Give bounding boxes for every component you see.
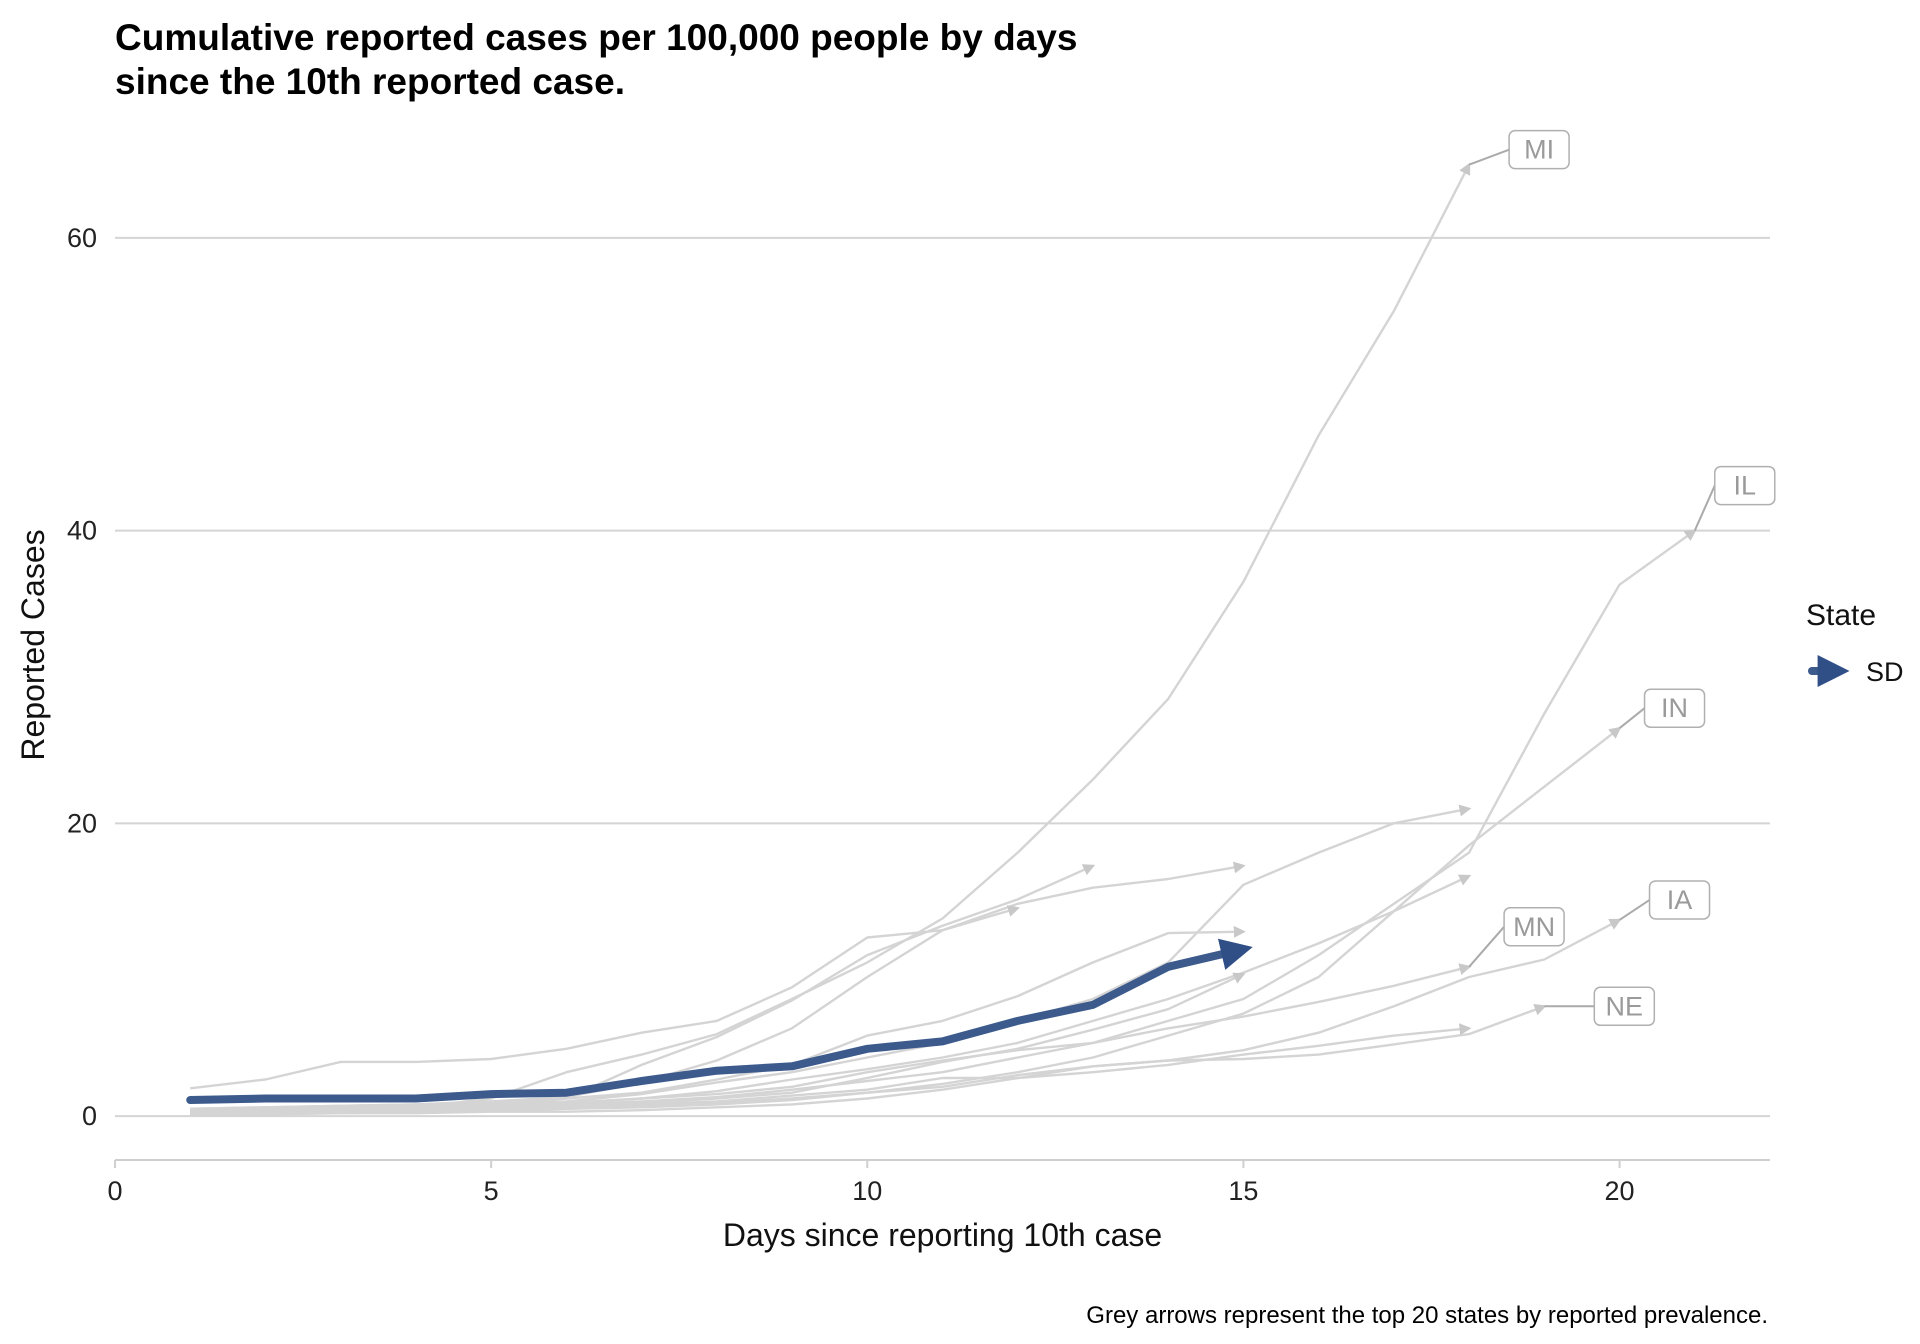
x-tick-label: 5 (484, 1176, 499, 1206)
state-label-in: IN (1661, 693, 1688, 723)
legend-title: State (1806, 599, 1876, 632)
x-tick-label: 15 (1228, 1176, 1258, 1206)
state-label-box (1714, 465, 1776, 506)
chart-caption: Grey arrows represent the top 20 states … (1086, 1302, 1768, 1329)
legend: State SD (1806, 599, 1904, 687)
series-line (190, 925, 1246, 1110)
series-line-mn (190, 963, 1472, 1113)
series-line (190, 864, 1096, 1112)
state-label-ne: NE (1606, 991, 1644, 1021)
series-line (190, 1023, 1472, 1116)
y-tick-label: 60 (67, 223, 97, 253)
label-leader (1693, 485, 1716, 531)
y-axis-title: Reported Cases (15, 529, 51, 760)
state-label-mi: MI (1524, 135, 1554, 165)
state-label-ia: IA (1667, 885, 1693, 915)
series-line (190, 861, 1246, 1090)
state-label-il: IL (1734, 471, 1757, 501)
label-leader (1468, 926, 1505, 968)
series-line-ne (190, 1004, 1547, 1116)
series-line (190, 804, 1472, 1112)
series-line-ia (190, 918, 1622, 1116)
state-label-box (1648, 880, 1711, 920)
series-line (190, 874, 1472, 1113)
x-tick-label: 10 (852, 1176, 882, 1206)
y-tick-label: 20 (67, 808, 97, 838)
state-label-box (1593, 986, 1656, 1027)
state-label-box (1508, 129, 1570, 170)
state-label-box (1643, 688, 1706, 728)
x-tick-label: 20 (1605, 1176, 1635, 1206)
axes: Days since reporting 10th case Reported … (15, 529, 1162, 1253)
state-labels: MI IL IN IA MN NE (1468, 129, 1776, 1027)
chart-title: Cumulative reported cases per 100,000 pe… (115, 17, 1078, 102)
label-leader (1468, 148, 1510, 166)
series-line-in (190, 726, 1622, 1116)
x-axis-title: Days since reporting 10th case (723, 1217, 1162, 1253)
label-leader (1618, 707, 1646, 729)
state-label-mn: MN (1513, 912, 1555, 942)
y-tick-label: 40 (67, 516, 97, 546)
series-line-mi (190, 162, 1471, 1113)
legend-label-sd: SD (1866, 657, 1904, 687)
gridlines: 0 20 40 60 0 5 10 15 20 (67, 223, 1770, 1206)
series-line (190, 972, 1246, 1115)
y-tick-label: 0 (82, 1101, 97, 1131)
state-label-box (1503, 907, 1565, 947)
highlight-series (186, 938, 1253, 1104)
series-line-sd (186, 938, 1253, 1104)
background-series (190, 162, 1697, 1116)
label-leader (1618, 899, 1651, 921)
series-line-il (190, 529, 1697, 1115)
x-tick-label: 0 (107, 1176, 122, 1206)
